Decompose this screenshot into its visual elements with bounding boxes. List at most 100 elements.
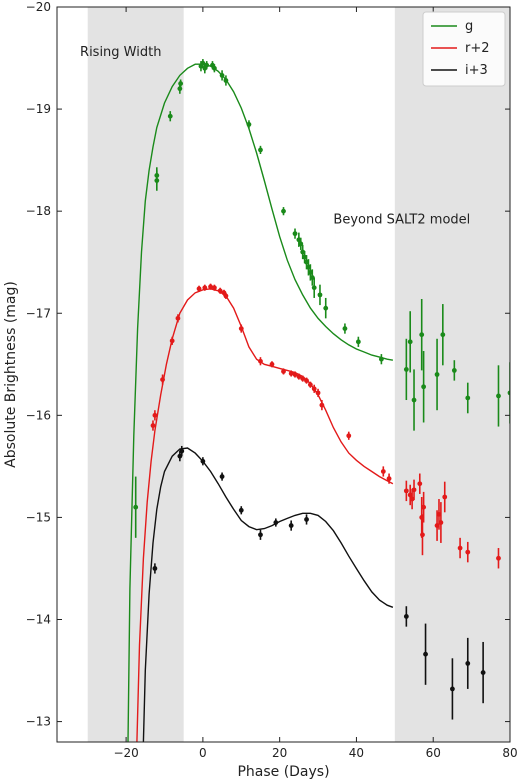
series-1-point-12 xyxy=(211,64,217,73)
series-3-point-13 xyxy=(450,658,455,720)
marker xyxy=(160,377,165,383)
legend-box xyxy=(422,11,506,87)
marker xyxy=(419,332,425,338)
series-2-point-3 xyxy=(160,374,165,385)
x-axis-ticks: −20 0 20 40 60 80 xyxy=(113,7,518,760)
marker xyxy=(411,487,417,493)
series-2-point-29 xyxy=(403,480,409,502)
series-1-point-13 xyxy=(219,70,225,81)
marker xyxy=(421,384,427,390)
marker xyxy=(217,288,223,294)
y-tick-label: −14 xyxy=(26,613,51,627)
series-2-point-41 xyxy=(457,537,463,559)
series-2-point-17 xyxy=(288,370,294,377)
series-2-point-4 xyxy=(169,336,175,345)
x-axis-label: Phase (Days) xyxy=(237,764,329,780)
marker xyxy=(315,390,321,396)
marker xyxy=(292,231,298,237)
marker xyxy=(196,286,202,292)
y-tick-label: −15 xyxy=(26,510,51,524)
legend-entry-2: r+2 xyxy=(465,41,490,56)
marker xyxy=(440,332,446,338)
x-tick-label: 20 xyxy=(272,746,287,760)
marker xyxy=(411,397,417,403)
marker xyxy=(246,121,252,127)
series-2-point-28 xyxy=(386,473,392,484)
marker xyxy=(507,390,510,396)
marker xyxy=(480,670,486,675)
series-1-point-40 xyxy=(451,360,457,381)
series-1-point-17 xyxy=(281,207,286,216)
marker xyxy=(281,369,286,374)
marker xyxy=(200,458,206,464)
marker xyxy=(403,614,409,619)
annotation-2: Beyond SALT2 model xyxy=(333,212,470,227)
series-1-point-30 xyxy=(342,323,348,334)
series-2-point-40 xyxy=(442,481,448,513)
x-tick-label: 40 xyxy=(349,746,364,760)
marker xyxy=(403,488,409,494)
series-1-point-16 xyxy=(258,145,263,154)
marker xyxy=(307,382,313,388)
marker xyxy=(150,423,156,428)
series-2-point-15 xyxy=(269,361,275,368)
series-2-point-24 xyxy=(315,388,321,397)
series-1-point-1 xyxy=(133,476,139,538)
plot-frame xyxy=(56,6,511,743)
marker xyxy=(319,402,325,408)
series-curve-2 xyxy=(136,288,394,742)
marker xyxy=(304,517,309,522)
marker xyxy=(465,549,471,555)
marker xyxy=(346,433,352,439)
marker xyxy=(420,532,425,538)
marker xyxy=(167,113,173,119)
series-2-point-16 xyxy=(281,368,286,375)
series-1-point-3 xyxy=(154,167,160,184)
series-1-point-29 xyxy=(323,297,329,319)
series-2-point-35 xyxy=(420,514,425,556)
series-3-point-1 xyxy=(152,563,158,574)
y-tick-label: −17 xyxy=(26,306,51,320)
marker xyxy=(296,374,302,379)
series-2-point-21 xyxy=(304,377,309,384)
marker xyxy=(179,448,185,454)
marker xyxy=(380,469,386,474)
series-1-point-35 xyxy=(411,369,417,431)
series-3-point-10 xyxy=(304,514,309,525)
series-3-point-7 xyxy=(258,529,263,540)
marker xyxy=(208,284,213,290)
series-2-point-13 xyxy=(238,324,244,333)
series-curve-1 xyxy=(127,63,394,742)
marker xyxy=(258,532,263,538)
marker xyxy=(434,372,440,377)
marker xyxy=(323,305,329,311)
series-2-point-27 xyxy=(380,466,386,477)
marker xyxy=(258,358,263,364)
marker xyxy=(152,412,158,418)
series-1-point-43 xyxy=(507,362,510,424)
series-1-point-10 xyxy=(204,61,210,70)
marker xyxy=(288,371,294,376)
marker xyxy=(442,494,448,500)
series-3-point-3 xyxy=(179,445,185,457)
series-2-point-42 xyxy=(465,541,471,563)
series-1-point-39 xyxy=(440,304,446,366)
series-2-point-43 xyxy=(496,548,501,569)
annotations: Rising Width Beyond SALT2 model xyxy=(80,45,470,227)
marker xyxy=(223,293,229,299)
marker xyxy=(219,474,225,479)
series-1-point-42 xyxy=(496,365,501,427)
series-3-point-8 xyxy=(273,518,279,527)
marker xyxy=(175,315,181,321)
series-2-point-14 xyxy=(258,357,263,366)
series-1-point-33 xyxy=(403,338,409,401)
series-1-point-15 xyxy=(246,120,252,129)
series-2-point-8 xyxy=(208,283,213,290)
marker xyxy=(355,339,361,345)
marker xyxy=(342,326,348,331)
series-1-point-41 xyxy=(465,382,471,414)
series-1-point-34 xyxy=(407,311,413,373)
series-2-point-6 xyxy=(196,285,202,292)
legend: g r+2 i+3 xyxy=(422,11,506,87)
marker xyxy=(219,72,225,78)
